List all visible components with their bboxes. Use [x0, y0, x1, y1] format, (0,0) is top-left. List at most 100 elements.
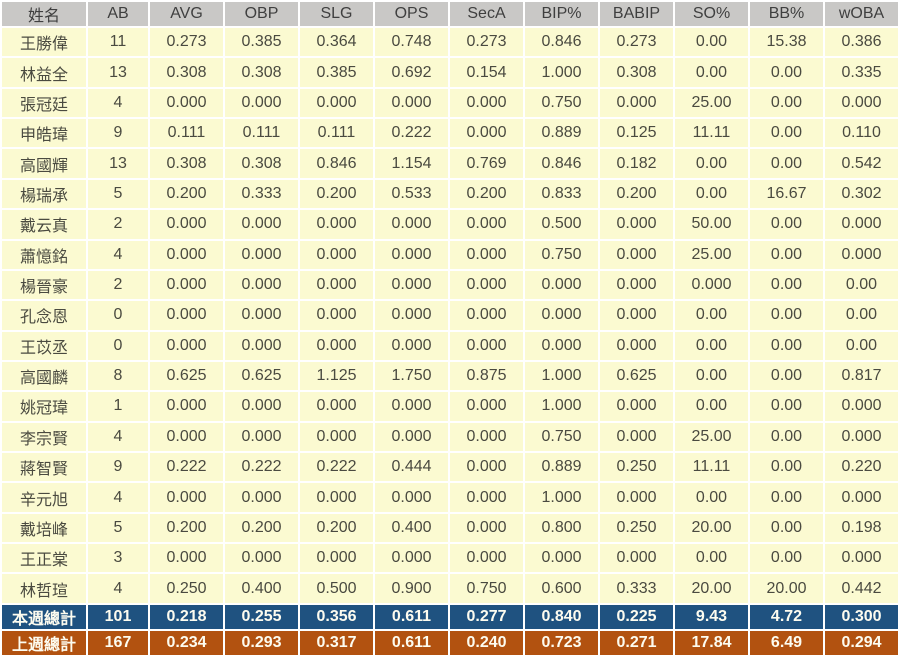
stat-cell: 0.625: [600, 361, 673, 391]
table-row: 王正棠 3 0.000 0.000 0.000 0.000 0.000 0.000 0.000 0…: [2, 544, 898, 573]
stat-cell: 0.200: [150, 513, 223, 543]
stat-cell: 0.000: [825, 483, 898, 512]
stat-cell: 0.769: [450, 149, 523, 178]
stat-cell: 0.000: [825, 210, 898, 239]
stat-cell: 11: [88, 28, 148, 57]
stat-cell: 0.00: [750, 58, 823, 87]
player-name-cell: 戴云真: [2, 210, 86, 239]
stat-cell: 2: [88, 270, 148, 300]
stat-cell: 0.000: [600, 240, 673, 269]
stat-cell: 0.846: [525, 149, 598, 178]
stat-cell: 0.000: [300, 301, 373, 330]
stat-cell: 0.000: [225, 88, 298, 118]
stat-cell: 0.00: [675, 392, 748, 421]
stat-cell: 0.00: [750, 392, 823, 421]
stat-cell: 0.111: [150, 119, 223, 148]
column-header-babip: BABIP: [600, 2, 673, 26]
stat-cell: 0.692: [375, 58, 448, 87]
stat-cell: 9: [88, 119, 148, 148]
stat-cell: 0.00: [825, 301, 898, 330]
stat-cell: 0.222: [300, 453, 373, 482]
stat-cell: 0.000: [825, 422, 898, 452]
stat-cell: 0.333: [225, 179, 298, 209]
stat-cell: 0.110: [825, 119, 898, 148]
stat-cell: 0.00: [675, 58, 748, 87]
stat-cell: 0.000: [600, 88, 673, 118]
stat-cell: 0.000: [150, 392, 223, 421]
table-row: 楊瑞承 5 0.200 0.333 0.200 0.533 0.200 0.833 0.200 0…: [2, 179, 898, 209]
stat-cell: 0.250: [150, 574, 223, 603]
stat-cell: 0.846: [525, 28, 598, 57]
stat-cell: 0.000: [600, 483, 673, 512]
stat-cell: 0.000: [375, 422, 448, 452]
stat-cell: 0.00: [675, 544, 748, 573]
player-name-cell: 蔣智賢: [2, 453, 86, 482]
table-row: 姚冠瑋 1 0.000 0.000 0.000 0.000 0.000 1.000 0.000 0…: [2, 392, 898, 421]
stat-cell: 0.200: [150, 179, 223, 209]
column-header-ops: OPS: [375, 2, 448, 26]
totals-row-this-week: 本週總計 101 0.218 0.255 0.356 0.611 0.277 0.840 0.2…: [2, 605, 898, 629]
totals-stat-cell: 0.300: [825, 605, 898, 629]
stat-cell: 5: [88, 179, 148, 209]
stat-cell: 0.00: [825, 270, 898, 300]
stat-cell: 0.000: [450, 240, 523, 269]
stat-cell: 0.000: [450, 392, 523, 421]
stat-cell: 0.000: [450, 513, 523, 543]
stat-cell: 0.000: [600, 331, 673, 360]
stat-cell: 15.38: [750, 28, 823, 57]
totals-stat-cell: 0.723: [525, 631, 598, 655]
table-row: 辛元旭 4 0.000 0.000 0.000 0.000 0.000 1.000 0.000 0…: [2, 483, 898, 512]
player-name-cell: 高國輝: [2, 149, 86, 178]
stat-cell: 0.000: [825, 544, 898, 573]
stat-cell: 0.817: [825, 361, 898, 391]
totals-stat-cell: 0.293: [225, 631, 298, 655]
stat-cell: 0.000: [300, 331, 373, 360]
stat-cell: 0.000: [600, 301, 673, 330]
table-row: 高國麟 8 0.625 0.625 1.125 1.750 0.875 1.000 0.625 0…: [2, 361, 898, 391]
stat-cell: 0.000: [600, 270, 673, 300]
stat-cell: 0.308: [225, 149, 298, 178]
stat-cell: 8: [88, 361, 148, 391]
stat-cell: 0.000: [225, 422, 298, 452]
stat-cell: 0.900: [375, 574, 448, 603]
stat-cell: 16.67: [750, 179, 823, 209]
stat-cell: 0.750: [450, 574, 523, 603]
player-name-cell: 王正棠: [2, 544, 86, 573]
stat-cell: 0.00: [750, 513, 823, 543]
stat-cell: 0.889: [525, 119, 598, 148]
stat-cell: 4: [88, 240, 148, 269]
stat-cell: 0.125: [600, 119, 673, 148]
stat-cell: 0.00: [675, 179, 748, 209]
stat-cell: 0.00: [675, 301, 748, 330]
column-header-bb: BB%: [750, 2, 823, 26]
stat-cell: 0.846: [300, 149, 373, 178]
stat-cell: 0.00: [750, 88, 823, 118]
stat-cell: 0.00: [750, 119, 823, 148]
stat-cell: 0.542: [825, 149, 898, 178]
stat-cell: 0.000: [150, 270, 223, 300]
stat-cell: 25.00: [675, 88, 748, 118]
table-row: 林哲瑄 4 0.250 0.400 0.500 0.900 0.750 0.600 0.333 2…: [2, 574, 898, 603]
stat-cell: 0.308: [150, 58, 223, 87]
stat-cell: 0.250: [600, 453, 673, 482]
stat-cell: 0.00: [675, 361, 748, 391]
stat-cell: 50.00: [675, 210, 748, 239]
player-name-cell: 王勝偉: [2, 28, 86, 57]
stat-cell: 0.000: [225, 270, 298, 300]
stat-cell: 0.385: [225, 28, 298, 57]
stat-cell: 0.00: [825, 331, 898, 360]
stat-cell: 0.333: [600, 574, 673, 603]
stat-cell: 4: [88, 483, 148, 512]
stat-cell: 1.750: [375, 361, 448, 391]
stat-cell: 0.000: [225, 544, 298, 573]
stat-cell: 0.533: [375, 179, 448, 209]
player-name-cell: 楊晉豪: [2, 270, 86, 300]
stat-cell: 0.00: [750, 361, 823, 391]
player-name-cell: 戴培峰: [2, 513, 86, 543]
stat-cell: 0.833: [525, 179, 598, 209]
stat-cell: 0.00: [750, 240, 823, 269]
stat-cell: 0.000: [300, 88, 373, 118]
stat-cell: 0.000: [450, 331, 523, 360]
stat-cell: 0.00: [675, 483, 748, 512]
stat-cell: 0.000: [825, 88, 898, 118]
